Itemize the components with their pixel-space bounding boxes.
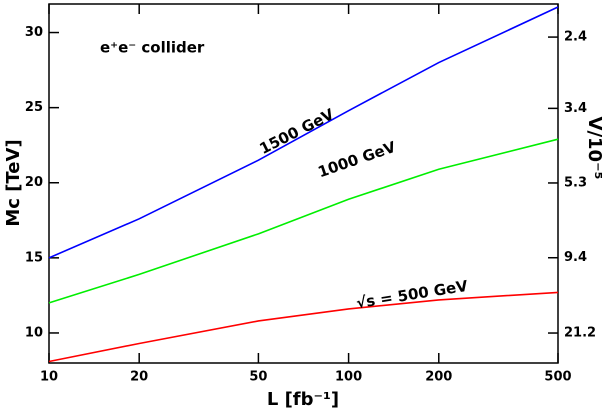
annotation: e⁺e⁻ collider (100, 39, 205, 57)
x-tick-label: 20 (130, 370, 148, 385)
y-tick-label: 15 (25, 250, 43, 265)
y2-tick-label: 21.2 (564, 326, 596, 341)
series-label: 1500 GeV (257, 105, 338, 158)
y2-tick-label: 2.4 (564, 30, 587, 45)
x-axis-label: L [fb⁻¹] (267, 389, 339, 410)
y2-tick-label: 3.4 (564, 101, 587, 116)
y-tick-label: 10 (25, 325, 43, 340)
y-axis-label: Mc [TeV] (3, 139, 24, 226)
y2-tick-label: 9.4 (564, 250, 587, 265)
series-line (48, 6, 559, 259)
series-label: √s = 500 GeV (355, 277, 469, 312)
series-line (48, 138, 559, 304)
series-label: 1000 GeV (316, 138, 399, 182)
y2-axis-label: V/10⁻⁵ (584, 117, 605, 180)
y-tick-label: 20 (25, 175, 43, 190)
x-tick-label: 500 (544, 370, 571, 385)
y-tick-label: 30 (25, 25, 43, 40)
x-tick-label: 100 (335, 370, 362, 385)
plot-frame (48, 3, 559, 364)
x-tick-label: 200 (425, 370, 452, 385)
series-line (48, 291, 559, 363)
x-tick-label: 50 (249, 370, 267, 385)
y-tick-label: 25 (25, 100, 43, 115)
x-tick-label: 10 (40, 370, 58, 385)
y2-tick-label: 5.3 (564, 175, 587, 190)
